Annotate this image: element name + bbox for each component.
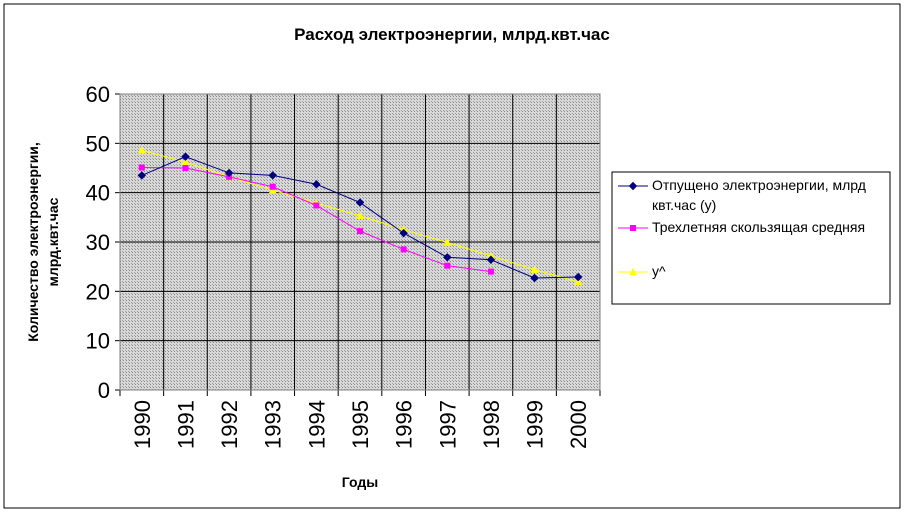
series-1 [137, 152, 583, 283]
x-tick-label: 1998 [479, 400, 504, 449]
x-tick-label: 1997 [435, 400, 460, 449]
data-point [530, 273, 539, 283]
data-point [487, 268, 494, 275]
data-point [443, 238, 452, 246]
legend-swatch-marker [630, 225, 636, 231]
data-point [137, 146, 146, 154]
x-tick-label: 1995 [348, 400, 373, 449]
data-point [573, 272, 583, 282]
data-point [224, 168, 234, 178]
x-tick-label: 1996 [392, 400, 417, 449]
y-tick-label: 20 [86, 279, 110, 304]
legend-entry-2: Трехлетняя скользящая средняя [618, 219, 865, 235]
data-point [268, 171, 277, 180]
data-point [357, 228, 363, 235]
x-axis-label: Годы [342, 474, 378, 490]
data-point [400, 246, 407, 253]
x-tick-label: 2000 [566, 400, 591, 449]
data-point [137, 171, 147, 180]
legend-entry-1: Отпущено электроэнергии, млрд квт.час (у) [618, 177, 866, 213]
y-tick-label: 40 [86, 181, 110, 206]
legend-entry-3: у^ [618, 263, 666, 279]
legend-box [611, 171, 891, 305]
x-tick-label: 1992 [217, 400, 242, 449]
data-point [486, 251, 495, 260]
legend: Отпущено электроэнергии, млрд квт.час (у)… [611, 171, 891, 305]
data-point [313, 202, 320, 209]
plot-frame [119, 93, 601, 391]
x-tick-label: 1990 [130, 400, 155, 449]
x-tick-label: 1991 [173, 400, 198, 449]
legend-swatch-marker [629, 268, 637, 276]
y-tick-label: 60 [86, 82, 110, 107]
plot-area: 0 10 20 30 40 50 60 1990 1991 1992 1993 1994 1995 199… [86, 82, 601, 449]
y-tick-label: 50 [86, 131, 110, 156]
y-tick-label: 10 [86, 329, 110, 354]
y-axis-label-line-2: млрд.квт.час [45, 197, 61, 286]
legend-swatch-marker [628, 181, 638, 191]
legend-label: у^ [652, 263, 666, 279]
data-point [530, 265, 539, 273]
series-2 [138, 164, 494, 275]
data-point [182, 165, 189, 171]
data-point [444, 262, 451, 269]
data-point [486, 255, 496, 264]
data-point [443, 253, 452, 262]
data-point [574, 277, 583, 286]
y-tick-label: 30 [86, 230, 110, 255]
data-point [138, 164, 145, 171]
data-point [312, 180, 321, 189]
y-axis-label-line-1: Количество электроэнергии, [25, 142, 41, 342]
x-tick-label: 1999 [523, 400, 548, 449]
legend-label: Отпущено электроэнергии, млрд [652, 177, 866, 193]
y-tick-label: 0 [98, 378, 110, 403]
x-tick-label: 1993 [261, 400, 286, 449]
legend-label: квт.час (у) [652, 197, 716, 213]
data-point [181, 158, 190, 166]
y-axis-label: Количество электроэнергии, млрд.квт.час [25, 142, 61, 342]
data-point [355, 198, 365, 207]
legend-label: Трехлетняя скользящая средняя [652, 219, 865, 235]
data-point [181, 152, 190, 161]
data-point [356, 211, 364, 220]
data-point [268, 186, 277, 194]
x-tick-label: 1994 [304, 400, 329, 449]
data-point [269, 183, 276, 190]
chart-title: Расход электроэнергии, млрд.квт.час [294, 25, 610, 44]
data-point [399, 228, 408, 238]
